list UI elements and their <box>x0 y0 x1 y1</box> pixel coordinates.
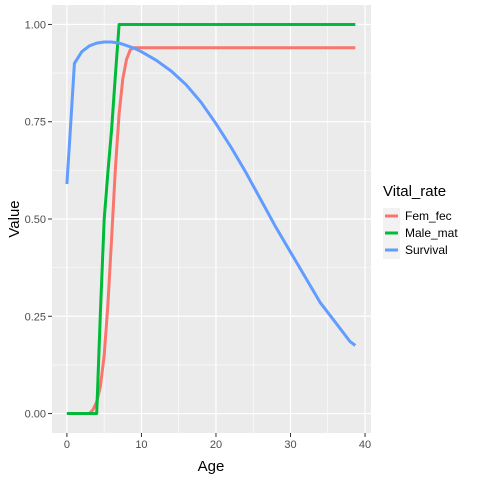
x-tick-label: 20 <box>210 439 222 451</box>
legend-label-fem-fec: Fem_fec <box>405 209 452 223</box>
x-tick-label: 40 <box>359 439 371 451</box>
x-tick-label: 10 <box>135 439 147 451</box>
y-tick-label: 0.25 <box>25 311 46 323</box>
y-tick-label: 1.00 <box>25 19 46 31</box>
y-axis-title: Value <box>6 200 23 237</box>
x-tick-label: 0 <box>64 439 70 451</box>
legend-label-survival: Survival <box>405 243 448 257</box>
legend-label-male-mat: Male_mat <box>405 226 458 240</box>
legend-title: Vital_rate <box>383 183 446 200</box>
x-tick-label: 30 <box>284 439 296 451</box>
legend-keys: Fem_fec Male_mat Survival <box>383 208 458 259</box>
x-axis-title: Age <box>198 458 225 475</box>
y-tick-label: 0.75 <box>25 117 46 129</box>
y-tick-label: 0.50 <box>25 214 46 226</box>
y-tick-label: 0.00 <box>25 409 46 421</box>
